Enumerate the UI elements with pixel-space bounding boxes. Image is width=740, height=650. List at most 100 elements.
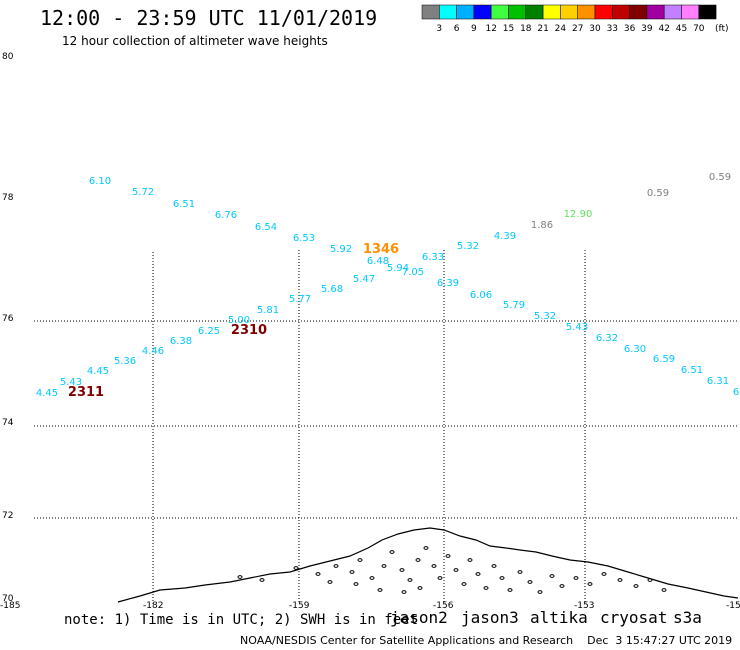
lon-label-159: -159 bbox=[289, 601, 310, 611]
wave-height-value: 6.30 bbox=[624, 344, 646, 355]
wave-height-value: 6.25 bbox=[198, 326, 220, 337]
lake-mark bbox=[461, 582, 467, 586]
wave-height-value: 6.06 bbox=[470, 290, 492, 301]
lake-mark bbox=[483, 586, 489, 590]
wave-height-value: 4.45 bbox=[87, 366, 109, 377]
lat-label-72: 72 bbox=[2, 511, 14, 521]
wave-height-value: 6.53 bbox=[293, 233, 315, 244]
lake-mark bbox=[437, 576, 443, 580]
lake-mark bbox=[617, 578, 623, 582]
wave-height-value: 6.33 bbox=[422, 252, 444, 263]
map-title: 12:00 - 23:59 UTC 11/01/2019 bbox=[40, 6, 378, 30]
scale-tick-label: 9 bbox=[471, 24, 477, 34]
legend-cryosat: cryosat bbox=[600, 608, 668, 627]
lat-label-78: 78 bbox=[2, 193, 14, 203]
lake-mark bbox=[353, 582, 359, 586]
map-frame bbox=[30, 58, 738, 606]
scale-tick-label: 39 bbox=[641, 24, 653, 34]
wave-height-value: 1.86 bbox=[531, 220, 553, 231]
observation-labels: 6.10 5.72 6.51 6.76 6.54 6.53 5.92 13466.485.94… bbox=[36, 172, 739, 400]
scale-unit-label: (ft) bbox=[715, 24, 729, 34]
legend-jason2: jason2 bbox=[390, 608, 448, 627]
coastline bbox=[117, 527, 739, 603]
wave-height-value: 5.68 bbox=[321, 284, 343, 295]
lat-label-70: 70 bbox=[2, 594, 14, 604]
lake-mark bbox=[399, 568, 405, 572]
lake-mark bbox=[601, 572, 607, 576]
lon-label-185: -185 bbox=[0, 601, 21, 611]
lake-mark bbox=[647, 578, 653, 582]
wave-height-value: 5.92 bbox=[330, 244, 352, 255]
wave-height-value: 6.39 bbox=[437, 278, 459, 289]
wave-height-value: 6.31 bbox=[707, 376, 729, 387]
lake-mark bbox=[573, 576, 579, 580]
lake-mark bbox=[453, 568, 459, 572]
scale-tick-label: 12 bbox=[485, 24, 496, 34]
lake-mark bbox=[417, 586, 423, 590]
generated-timestamp: Dec 3 15:47:27 UTC 2019 bbox=[587, 634, 733, 647]
wave-height-value: 6.76 bbox=[215, 210, 237, 221]
lake-mark bbox=[559, 584, 565, 588]
scale-tick-label: 33 bbox=[607, 24, 618, 34]
scale-tick-label: 70 bbox=[693, 24, 705, 34]
lake-mark bbox=[293, 566, 299, 570]
lat-label-74: 74 bbox=[2, 418, 14, 428]
scale-tick-label: 30 bbox=[589, 24, 601, 34]
pass-time-label: 2311 bbox=[68, 385, 104, 400]
wave-height-value: 6.10 bbox=[89, 176, 111, 187]
wave-height-value: 7.05 bbox=[402, 267, 424, 278]
wave-height-value: 6.48 bbox=[367, 256, 389, 267]
scale-tick-label: 18 bbox=[520, 24, 532, 34]
wave-height-value: 6 bbox=[733, 387, 739, 398]
wave-height-value: 5.81 bbox=[257, 305, 279, 316]
lake-mark bbox=[633, 584, 639, 588]
map-subtitle: 12 hour collection of altimeter wave hei… bbox=[62, 34, 328, 48]
lake-mark bbox=[499, 576, 505, 580]
wave-height-value: 5.36 bbox=[114, 356, 136, 367]
lon-label-153: -153 bbox=[574, 601, 595, 611]
legend-altika: altika bbox=[530, 608, 588, 627]
lon-label-156: -156 bbox=[433, 601, 454, 611]
lake-mark bbox=[333, 564, 339, 568]
lake-mark bbox=[423, 546, 429, 550]
pass-time-label: 1346 bbox=[363, 242, 399, 257]
lake-mark bbox=[389, 550, 395, 554]
lake-mark bbox=[315, 572, 321, 576]
lat-label-76: 76 bbox=[2, 314, 14, 324]
units-note: note: 1) Time is in UTC; 2) SWH is in fe… bbox=[64, 612, 419, 628]
scale-tick-label: 42 bbox=[658, 24, 669, 34]
wave-height-value: 5.32 bbox=[457, 241, 479, 252]
wave-height-value: 5.94 bbox=[387, 263, 409, 274]
scale-tick-label: 21 bbox=[537, 24, 548, 34]
lon-label-150: -15 bbox=[726, 601, 740, 611]
lake-mark bbox=[415, 558, 421, 562]
lake-mark bbox=[661, 588, 667, 592]
scale-tick-label: 24 bbox=[555, 24, 567, 34]
lake-mark bbox=[491, 564, 497, 568]
wave-height-value: 0.59 bbox=[647, 188, 669, 199]
wave-height-value: 6.32 bbox=[596, 333, 618, 344]
scale-tick-label: 36 bbox=[624, 24, 636, 34]
wave-height-value: 5.00 bbox=[228, 315, 250, 326]
wave-height-value: 12.90 bbox=[564, 209, 593, 220]
lake-mark bbox=[401, 590, 407, 594]
lake-mark bbox=[259, 578, 265, 582]
lake-mark bbox=[517, 570, 523, 574]
scale-tick-label: 27 bbox=[572, 24, 583, 34]
lake-mark bbox=[475, 572, 481, 576]
lake-mark bbox=[587, 582, 593, 586]
wave-height-value: 5.47 bbox=[353, 274, 375, 285]
lake-mark bbox=[407, 578, 413, 582]
wave-height-value: 5.72 bbox=[132, 187, 154, 198]
wave-height-value: 6.59 bbox=[653, 354, 675, 365]
wave-height-value: 5.77 bbox=[289, 294, 311, 305]
wave-height-value: 4.45 bbox=[36, 388, 58, 399]
wave-height-value: 6.54 bbox=[255, 222, 277, 233]
scale-tick-label: 3 bbox=[436, 24, 442, 34]
lake-mark bbox=[445, 554, 451, 558]
pass-time-label: 2310 bbox=[231, 323, 267, 338]
wave-height-value: 4.46 bbox=[142, 346, 164, 357]
scale-tick-label: 45 bbox=[676, 24, 687, 34]
lake-mark bbox=[537, 590, 543, 594]
lat-label-80: 80 bbox=[2, 52, 14, 62]
